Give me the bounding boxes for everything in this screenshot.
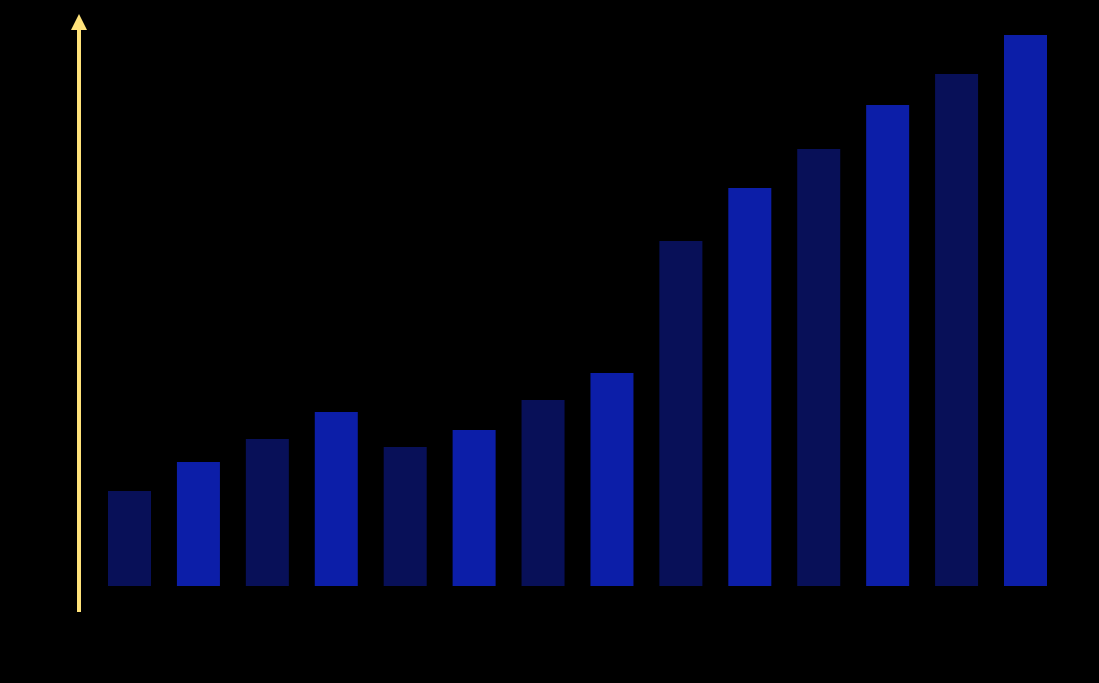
bar-12 [866, 105, 910, 586]
bar-3 [245, 439, 289, 586]
bar-6 [452, 430, 496, 586]
bars-group [108, 35, 1047, 586]
bar-2 [176, 462, 220, 586]
bar-13 [935, 74, 979, 586]
bar-14 [1004, 35, 1047, 586]
bar-4 [314, 412, 358, 586]
bar-5 [383, 447, 427, 586]
bar-7 [521, 400, 565, 586]
bar-1 [108, 491, 151, 586]
y-axis-arrow-icon [71, 14, 87, 30]
bar-8 [590, 373, 634, 586]
bar-10 [728, 188, 772, 586]
bar-9 [659, 241, 703, 586]
bar-11 [797, 149, 841, 586]
